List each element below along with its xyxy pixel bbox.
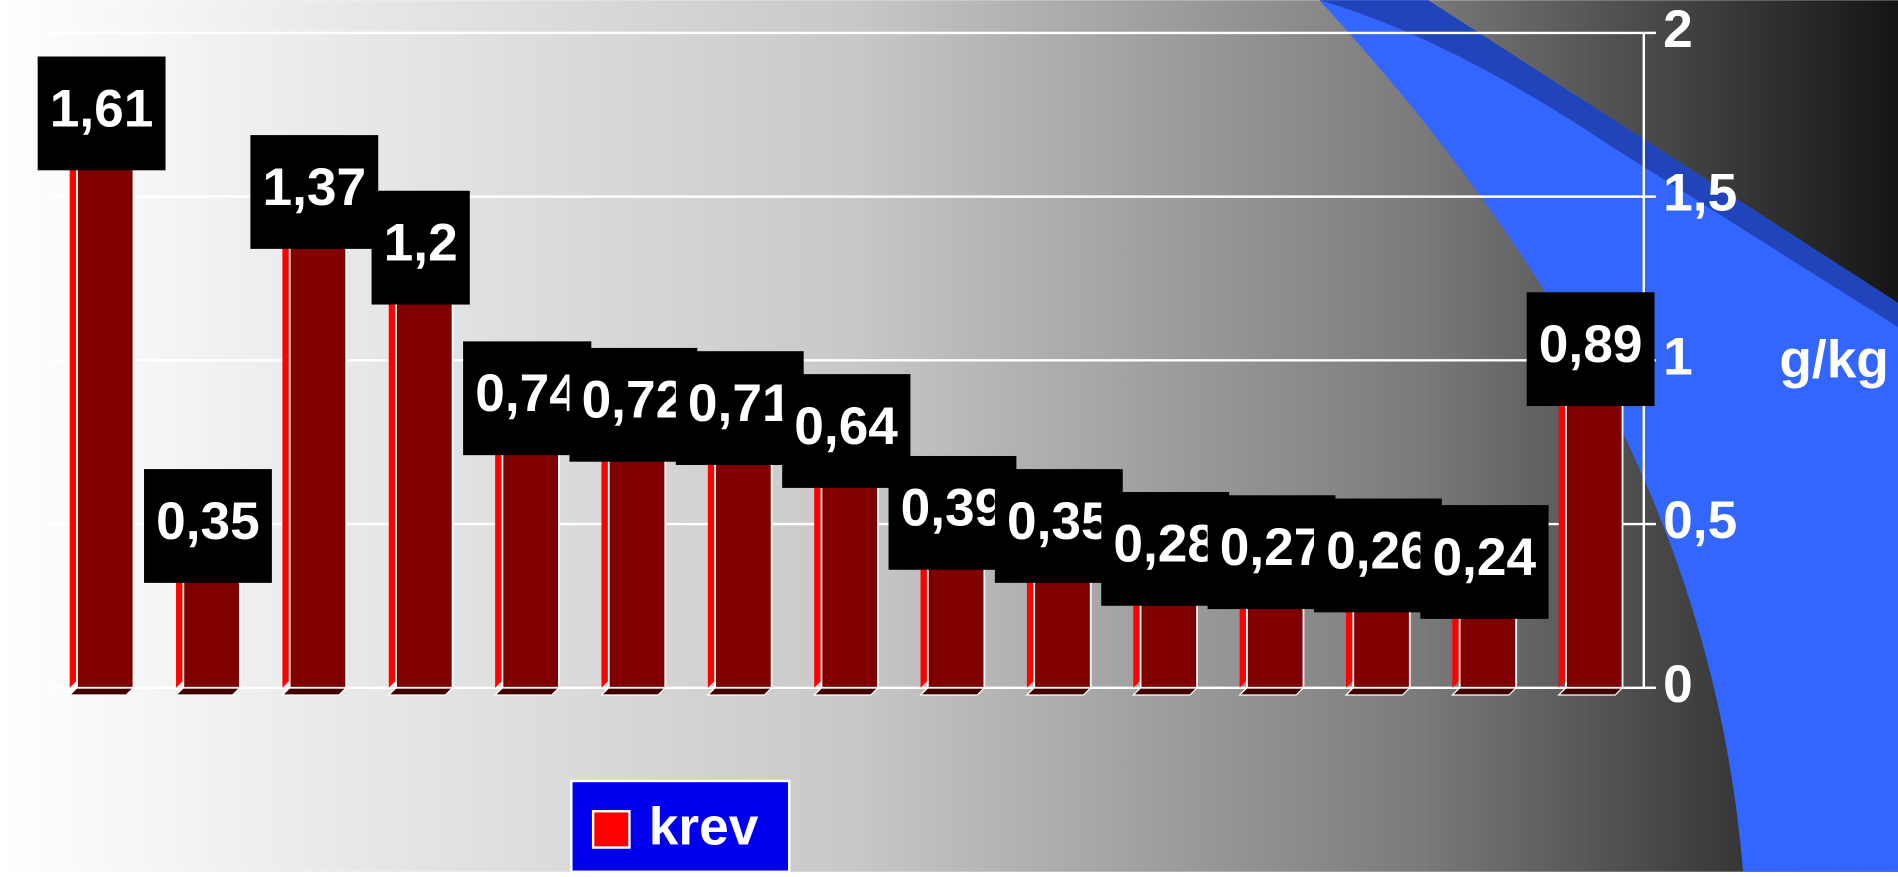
- bar: [607, 451, 667, 689]
- value-label: 0,74: [475, 364, 579, 423]
- bar-side: [495, 438, 503, 688]
- bar-side: [1133, 588, 1141, 688]
- bar-floor: [68, 687, 135, 696]
- value-label: 0,24: [1432, 528, 1536, 587]
- bar-side: [1452, 601, 1460, 688]
- value-label: 1,61: [50, 79, 154, 138]
- value-label: 0,35: [156, 492, 260, 551]
- bar: [182, 572, 241, 689]
- value-label: 0,64: [794, 397, 898, 456]
- bar-floor: [174, 687, 242, 696]
- bar-floor: [1238, 687, 1305, 696]
- y-tick-label: 0,5: [1663, 491, 1737, 550]
- bar-side: [707, 448, 716, 688]
- value-label: 0,71: [688, 374, 792, 433]
- bar-floor: [706, 687, 774, 696]
- value-label-box: [250, 135, 379, 249]
- bar-floor: [919, 687, 986, 696]
- bar-side: [176, 565, 184, 688]
- y-tick-label: 1,5: [1663, 164, 1737, 223]
- bar: [501, 444, 560, 689]
- bar: [1458, 608, 1518, 689]
- bar-floor: [1450, 687, 1518, 696]
- bar-side: [282, 231, 290, 688]
- bar: [714, 454, 773, 689]
- bar: [288, 238, 348, 689]
- bar-side: [814, 470, 822, 688]
- legend-label: krev: [649, 798, 759, 857]
- y-tick-label: 1: [1663, 327, 1693, 386]
- bar-floor: [493, 687, 561, 696]
- value-label: 0,39: [901, 479, 1005, 538]
- value-label-box: [1420, 505, 1549, 619]
- value-label: 1,2: [384, 214, 458, 273]
- bar: [395, 293, 454, 689]
- bar: [820, 477, 879, 689]
- bar-side: [1239, 592, 1247, 688]
- value-label: 1,37: [262, 158, 366, 217]
- value-label-box: [144, 469, 272, 583]
- bar-side: [920, 552, 928, 688]
- legend-swatch: [591, 810, 631, 849]
- bar-floor: [387, 687, 455, 696]
- bar: [1565, 395, 1624, 689]
- bar-side: [1345, 595, 1354, 688]
- value-label-box: [1526, 292, 1655, 407]
- bar: [1245, 598, 1305, 689]
- bar: [1139, 595, 1199, 689]
- bar-floor: [1025, 687, 1093, 696]
- value-label: 0,28: [1113, 515, 1217, 574]
- y-tick-label: 0: [1663, 655, 1693, 714]
- bar-floor: [812, 687, 880, 696]
- bar-floor: [1557, 687, 1624, 696]
- value-label: 0,89: [1539, 315, 1643, 374]
- bar: [1352, 601, 1411, 689]
- bar-side: [1026, 565, 1035, 688]
- bar-floor: [1344, 687, 1412, 696]
- value-label: 0,26: [1326, 521, 1430, 580]
- bar-side: [388, 287, 397, 688]
- bar-side: [69, 153, 77, 688]
- bar-floor: [1131, 687, 1199, 696]
- bar-side: [1558, 389, 1566, 688]
- value-label: 0,27: [1220, 518, 1324, 577]
- y-tick-label: 2: [1663, 0, 1693, 59]
- bar: [1033, 572, 1092, 689]
- y-axis-label: g/kg: [1779, 330, 1888, 389]
- value-label: 0,35: [1007, 492, 1111, 551]
- bar-floor: [600, 687, 667, 696]
- value-label-box: [37, 56, 166, 171]
- bar: [926, 559, 986, 689]
- bar-floor: [280, 687, 348, 696]
- bar-side: [601, 444, 609, 688]
- value-label: 0,72: [582, 371, 686, 430]
- value-label-box: [371, 190, 470, 305]
- bar: [76, 159, 135, 689]
